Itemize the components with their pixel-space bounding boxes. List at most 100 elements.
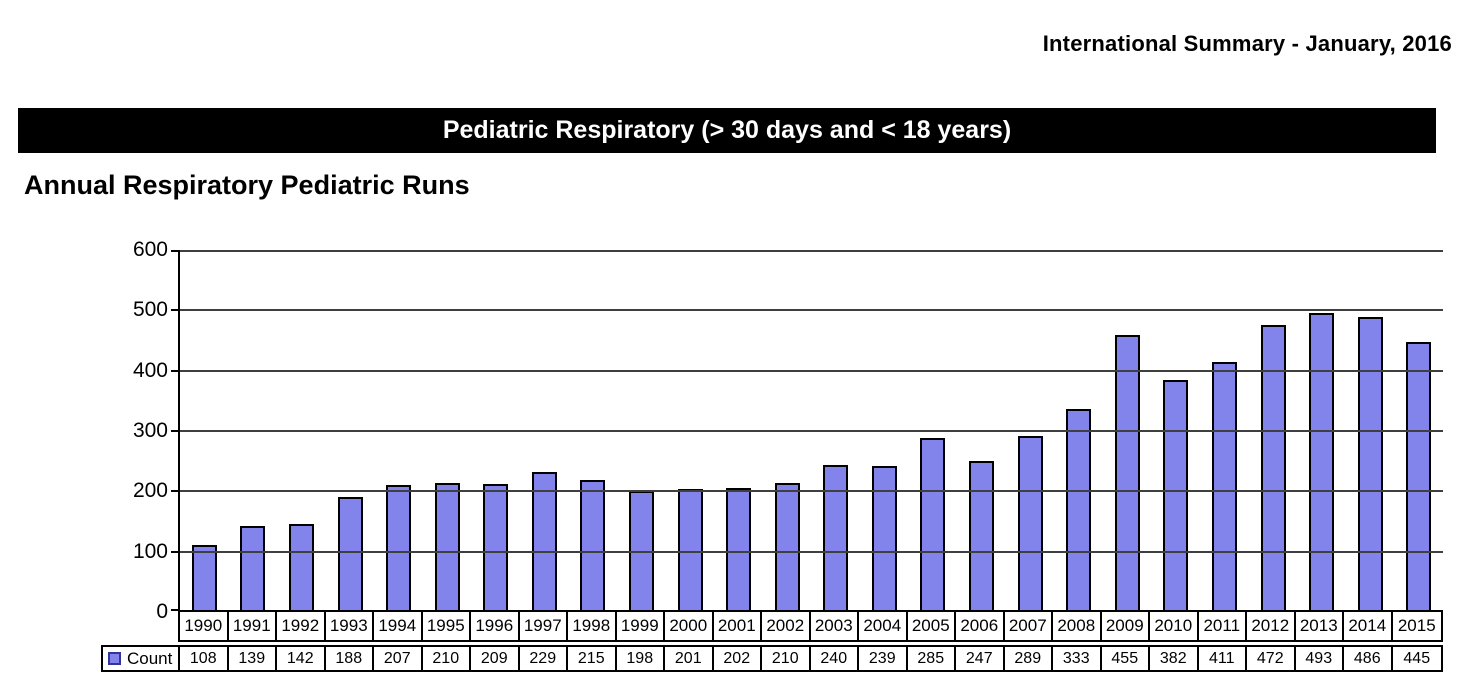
bar-column-1993 <box>326 250 375 610</box>
year-cell-2015: 2015 <box>1397 616 1436 635</box>
bar-column-1999 <box>617 250 666 610</box>
section-title-bar: Pediatric Respiratory (> 30 days and < 1… <box>18 108 1436 153</box>
bar-2011 <box>1211 362 1237 610</box>
year-cell-2009: 2009 <box>1102 612 1150 640</box>
year-cell-1990: 1990 <box>180 612 229 640</box>
year-cell-2004: 2004 <box>859 612 908 640</box>
bar-1996 <box>483 484 509 610</box>
bar-column-1995 <box>423 250 472 610</box>
y-axis-label-100: 100 <box>132 539 168 563</box>
bar-column-1991 <box>229 250 278 610</box>
year-cell-1994: 1994 <box>374 612 423 640</box>
data-table-value-row: 108 139 142 188 207 210 209 229 215 198 201 202 210 2… <box>178 645 1443 672</box>
count-cell-2010: 382 <box>1150 647 1199 670</box>
count-cell-1993: 188 <box>326 647 374 670</box>
bar-column-1994 <box>374 250 423 610</box>
year-cell-2006: 2006 <box>956 612 1005 640</box>
count-cell-2000: 201 <box>665 647 714 670</box>
bar-column-2015 <box>1394 250 1443 610</box>
bar-column-2001 <box>714 250 763 610</box>
year-cell-1995: 1995 <box>423 612 471 640</box>
bar-column-2007 <box>1006 250 1055 610</box>
legend-swatch-icon <box>108 652 121 665</box>
bar-column-2006 <box>957 250 1006 610</box>
gridline-300 <box>180 430 1443 432</box>
bar-1991 <box>240 526 266 610</box>
y-axis-tick <box>171 430 179 432</box>
count-cell-2015: 445 <box>1403 649 1431 667</box>
legend-series-label: Count <box>127 648 173 668</box>
year-cell-1993: 1993 <box>326 612 374 640</box>
chart-title: Annual Respiratory Pediatric Runs <box>24 170 470 200</box>
y-axis-tick <box>171 250 179 252</box>
bar-2001 <box>726 488 752 610</box>
y-axis-label-400: 400 <box>132 358 168 382</box>
bar-2006 <box>969 461 995 610</box>
bar-1992 <box>288 524 314 610</box>
count-cell-1997: 229 <box>520 647 568 670</box>
count-cell-1990: 108 <box>180 647 229 670</box>
bar-column-1997 <box>520 250 569 610</box>
count-cell-1991: 139 <box>229 647 277 670</box>
year-cell-2002: 2002 <box>762 612 811 640</box>
count-cell-1996: 209 <box>471 647 520 670</box>
gridline-500 <box>180 309 1443 312</box>
year-cell-1998: 1998 <box>568 612 617 640</box>
y-axis-label-500: 500 <box>132 298 168 322</box>
bar-2013 <box>1309 313 1335 610</box>
year-cell-2013: 2013 <box>1296 612 1344 640</box>
bar-2004 <box>871 466 897 610</box>
count-cell-2001: 202 <box>714 647 762 670</box>
bar-column-2004 <box>860 250 909 610</box>
count-cell-2009: 455 <box>1102 647 1150 670</box>
count-cell-2005: 285 <box>908 647 956 670</box>
count-cell-2008: 333 <box>1053 647 1102 670</box>
y-axis-tick <box>171 609 179 611</box>
gridline-400 <box>180 369 1443 372</box>
count-cell-1998: 215 <box>568 647 617 670</box>
y-axis-tick <box>171 490 179 493</box>
bar-2000 <box>677 489 703 610</box>
bar-1990 <box>191 545 217 610</box>
plot-area <box>171 250 1443 612</box>
bar-column-1992 <box>277 250 326 610</box>
bar-1999 <box>628 491 654 610</box>
bar-column-2002 <box>763 250 812 610</box>
bar-2005 <box>920 438 946 610</box>
bar-column-2005 <box>909 250 958 610</box>
bar-column-2008 <box>1054 250 1103 610</box>
y-axis-labels: 0 100 200 300 400 500 600 <box>0 239 168 623</box>
y-axis-tick <box>171 550 179 553</box>
bar-1995 <box>434 483 460 610</box>
bar-column-2011 <box>1200 250 1249 610</box>
bar-2008 <box>1066 409 1092 610</box>
section-title-text: Pediatric Respiratory (> 30 days and < 1… <box>442 116 1012 144</box>
count-cell-1995: 210 <box>423 647 471 670</box>
y-axis-label-200: 200 <box>132 479 168 503</box>
count-cell-2004: 239 <box>859 647 908 670</box>
bar-column-1990 <box>180 250 229 610</box>
bar-column-2012 <box>1249 250 1298 610</box>
bar-1997 <box>531 472 557 610</box>
count-cell-1992: 142 <box>277 647 326 670</box>
count-cell-2013: 493 <box>1296 647 1344 670</box>
count-cell-2002: 210 <box>762 647 811 670</box>
gridline-600 <box>180 250 1443 252</box>
y-axis-label-0: 0 <box>156 600 168 623</box>
y-axis-tick <box>171 309 179 312</box>
bar-1998 <box>580 480 606 610</box>
count-cell-1994: 207 <box>374 647 423 670</box>
year-cell-1991: 1991 <box>229 612 277 640</box>
bar-column-1998 <box>569 250 618 610</box>
bar-column-1996 <box>471 250 520 610</box>
bar-2015 <box>1406 342 1432 610</box>
y-axis-tick <box>171 369 179 372</box>
bar-column-2000 <box>666 250 715 610</box>
year-cell-2011: 2011 <box>1199 612 1247 640</box>
year-cell-1996: 1996 <box>471 612 520 640</box>
bar-2002 <box>774 483 800 610</box>
bar-column-2010 <box>1152 250 1201 610</box>
bar-2012 <box>1260 325 1286 610</box>
y-axis-label-600: 600 <box>132 238 168 261</box>
